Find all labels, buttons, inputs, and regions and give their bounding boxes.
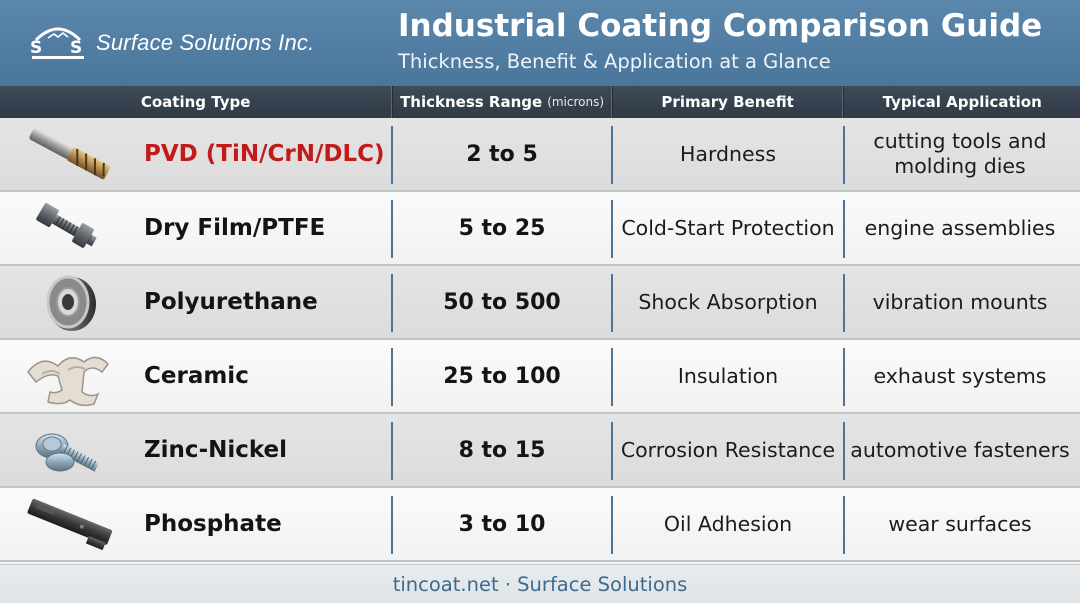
table-row: Ceramic 25 to 100 Insulation exhaust sys… bbox=[0, 340, 1080, 414]
coating-name: Zinc-Nickel bbox=[144, 437, 288, 463]
column-divider bbox=[843, 348, 845, 406]
company-name: Surface Solutions Inc. bbox=[96, 30, 315, 55]
column-divider bbox=[391, 126, 393, 184]
column-header-type: Coating Type bbox=[0, 86, 391, 118]
column-header-thickness-unit: (microns) bbox=[547, 95, 605, 109]
column-divider bbox=[843, 126, 845, 184]
primary-benefit: Corrosion Resistance bbox=[620, 437, 836, 462]
coating-name: Ceramic bbox=[144, 363, 249, 389]
footer: tincoat.net · Surface Solutions bbox=[0, 564, 1080, 603]
column-divider bbox=[611, 200, 613, 258]
column-divider bbox=[842, 86, 845, 118]
column-divider bbox=[611, 274, 613, 332]
column-divider bbox=[611, 496, 613, 554]
table-row: Dry Film/PTFE 5 to 25 Cold-Start Protect… bbox=[0, 192, 1080, 266]
column-header-benefit: Primary Benefit bbox=[613, 86, 843, 118]
typical-application: exhaust systems bbox=[873, 363, 1047, 388]
typical-application: wear surfaces bbox=[888, 511, 1032, 536]
footer-text: tincoat.net · Surface Solutions bbox=[392, 572, 688, 596]
column-header-thickness-label: Thickness Range bbox=[400, 93, 543, 111]
typical-application: automotive fasteners bbox=[850, 437, 1070, 462]
column-divider bbox=[611, 348, 613, 406]
row-icon-cell bbox=[0, 118, 140, 190]
coating-table-body: PVD (TiN/CrN/DLC) 2 to 5 Hardness cuttin… bbox=[0, 118, 1080, 562]
bolt-washer-icon bbox=[35, 433, 100, 472]
row-icon-cell bbox=[0, 340, 140, 412]
column-header-thickness: Thickness Range (microns) bbox=[393, 86, 611, 118]
typical-application: cutting tools and molding dies bbox=[873, 129, 1047, 178]
column-divider bbox=[391, 86, 394, 118]
table-row: PVD (TiN/CrN/DLC) 2 to 5 Hardness cuttin… bbox=[0, 118, 1080, 192]
row-icon-cell bbox=[0, 266, 140, 338]
primary-benefit: Cold-Start Protection bbox=[621, 215, 835, 240]
company-logo-icon: S S bbox=[30, 27, 84, 59]
coating-name: Dry Film/PTFE bbox=[144, 215, 326, 241]
column-divider bbox=[391, 200, 393, 258]
column-header-benefit-label: Primary Benefit bbox=[661, 93, 794, 111]
column-divider bbox=[391, 496, 393, 554]
thickness-range: 8 to 15 bbox=[458, 437, 546, 463]
table-row: Phosphate 3 to 10 Oil Adhesion wear surf… bbox=[0, 488, 1080, 562]
column-divider bbox=[843, 496, 845, 554]
typical-application: engine assemblies bbox=[864, 215, 1056, 240]
row-icon-cell bbox=[0, 488, 140, 560]
column-divider bbox=[843, 274, 845, 332]
column-divider bbox=[610, 86, 613, 118]
primary-benefit: Oil Adhesion bbox=[663, 511, 793, 536]
row-icon-cell bbox=[0, 192, 140, 264]
column-divider bbox=[391, 274, 393, 332]
column-divider bbox=[391, 348, 393, 406]
column-divider bbox=[843, 422, 845, 480]
column-header-application-label: Typical Application bbox=[882, 93, 1042, 111]
coating-name: Phosphate bbox=[144, 511, 282, 537]
column-divider bbox=[391, 422, 393, 480]
column-divider bbox=[611, 126, 613, 184]
column-header-type-label: Coating Type bbox=[140, 93, 251, 111]
thickness-range: 50 to 500 bbox=[443, 289, 561, 315]
thickness-range: 5 to 25 bbox=[458, 215, 546, 241]
table-header: Coating Type Thickness Range (microns) P… bbox=[0, 86, 1080, 118]
bolt-nut-icon bbox=[36, 203, 97, 248]
thickness-range: 25 to 100 bbox=[443, 363, 561, 389]
primary-benefit: Shock Absorption bbox=[638, 289, 818, 314]
column-header-application: Typical Application bbox=[844, 86, 1080, 118]
table-row: Polyurethane 50 to 500 Shock Absorption … bbox=[0, 266, 1080, 340]
header-banner: S S Surface Solutions Inc. Industrial Co… bbox=[0, 0, 1080, 86]
coating-name: PVD (TiN/CrN/DLC) bbox=[144, 141, 385, 167]
logo-letter-left: S bbox=[30, 38, 42, 58]
primary-benefit: Insulation bbox=[677, 363, 779, 388]
page-subtitle: Thickness, Benefit & Application at a Gl… bbox=[398, 50, 831, 73]
thickness-range: 2 to 5 bbox=[466, 141, 538, 167]
logo-letter-right: S bbox=[70, 38, 82, 58]
table-row: Zinc-Nickel 8 to 15 Corrosion Resistance… bbox=[0, 414, 1080, 488]
page-title: Industrial Coating Comparison Guide bbox=[398, 8, 1043, 44]
coating-name: Polyurethane bbox=[144, 289, 318, 315]
bushing-icon bbox=[46, 275, 96, 331]
typical-application: vibration mounts bbox=[872, 289, 1048, 314]
primary-benefit: Hardness bbox=[679, 141, 777, 166]
column-divider bbox=[843, 200, 845, 258]
row-icon-cell bbox=[0, 414, 140, 486]
thickness-range: 3 to 10 bbox=[458, 511, 546, 537]
column-divider bbox=[611, 422, 613, 480]
exhaust-manifold-icon bbox=[27, 356, 109, 407]
end-mill-icon bbox=[29, 128, 111, 180]
slide-rail-icon bbox=[27, 498, 113, 551]
